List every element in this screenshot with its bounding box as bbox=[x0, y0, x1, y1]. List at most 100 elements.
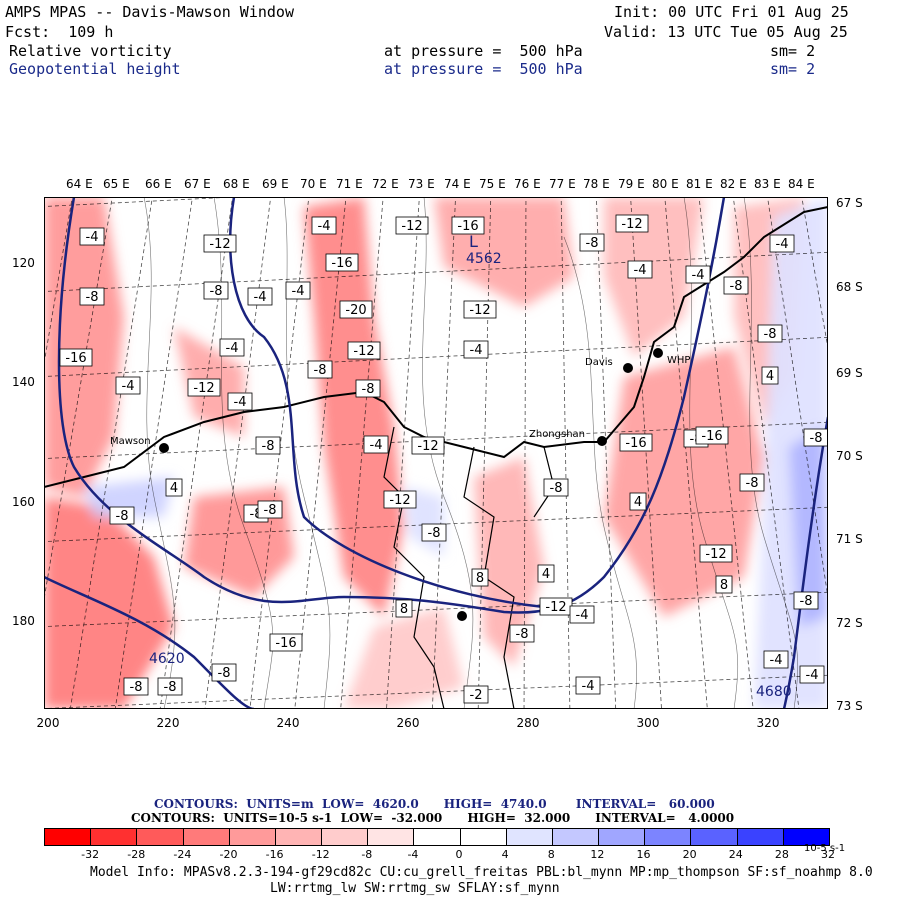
station-marker-icon bbox=[597, 436, 607, 446]
vorticity-label: -4 bbox=[769, 234, 795, 253]
vorticity-label: -4 bbox=[463, 340, 489, 359]
colorbar-cell bbox=[321, 829, 368, 845]
lat-label: 71 S bbox=[836, 532, 863, 546]
vorticity-label-text: -16 bbox=[275, 636, 296, 651]
vorticity-label-box bbox=[79, 287, 105, 306]
vorticity-label-box bbox=[685, 265, 711, 284]
vorticity-label-box bbox=[575, 676, 601, 695]
lon-label: 65 E bbox=[103, 177, 130, 191]
vorticity-label: 4 bbox=[537, 564, 555, 583]
vorticity-label: -8 bbox=[739, 473, 765, 492]
vorticity-label: -8 bbox=[79, 287, 105, 306]
vorticity-label: -4 bbox=[311, 216, 337, 235]
init-time: Init: 00 UTC Fri 01 Aug 25 bbox=[614, 3, 849, 21]
lon-label: 80 E bbox=[652, 177, 679, 191]
vorticity-label: -8 bbox=[307, 360, 333, 379]
vorticity-label-box bbox=[325, 253, 359, 272]
vorticity-label-text: -4 bbox=[234, 395, 247, 410]
vorticity-label: -8 bbox=[255, 436, 281, 455]
map-panel: L 4562 4620 4680 Davis WHP Mawson Zhongs… bbox=[44, 197, 828, 709]
vorticity-label-box bbox=[211, 663, 237, 682]
vorticity-label-box bbox=[715, 575, 733, 594]
vorticity-label-text: -16 bbox=[625, 436, 646, 451]
vorticity-label: -4 bbox=[685, 265, 711, 284]
vorticity-label-text: -4 bbox=[318, 219, 331, 234]
vorticity-label-box bbox=[699, 544, 733, 563]
vorticity-label-text: -8 bbox=[516, 627, 529, 642]
vorticity-label-text: -12 bbox=[469, 303, 490, 318]
colorbar-tick-label: 32 bbox=[821, 848, 835, 861]
vorticity-label: -12 bbox=[347, 341, 381, 360]
vorticity-label: -16 bbox=[695, 426, 729, 445]
vorticity-label: 8 bbox=[395, 599, 413, 618]
station-marker-icon bbox=[159, 443, 169, 453]
vorticity-label-text: -12 bbox=[401, 219, 422, 234]
vorticity-label-text: -12 bbox=[705, 547, 726, 562]
lon-label: 69 E bbox=[262, 177, 289, 191]
vorticity-label: -8 bbox=[509, 624, 535, 643]
vorticity-label-text: -4 bbox=[122, 379, 135, 394]
vorticity-label-text: -4 bbox=[292, 284, 305, 299]
station-label: WHP bbox=[667, 355, 690, 366]
vorticity-label-text: -8 bbox=[810, 431, 823, 446]
grid-x-label: 280 bbox=[516, 716, 540, 730]
vorticity-label: -8 bbox=[109, 506, 135, 525]
grid-y-label: 180 bbox=[12, 614, 35, 628]
vorticity-label-box bbox=[203, 281, 229, 300]
colorbar-cell bbox=[228, 829, 275, 845]
vorticity-label-text: -8 bbox=[764, 327, 777, 342]
vorticity-label-text: -8 bbox=[428, 526, 441, 541]
field1-name: Relative vorticity bbox=[9, 42, 172, 60]
low-pressure-value: 4562 bbox=[466, 251, 502, 267]
vorticity-label-box bbox=[257, 500, 283, 519]
vorticity-label-box bbox=[219, 338, 245, 357]
lon-label: 79 E bbox=[618, 177, 645, 191]
colorbar-tick-label: 8 bbox=[547, 848, 555, 861]
colorbar-tick-label: -12 bbox=[311, 848, 330, 861]
vorticity-label-text: -8 bbox=[130, 680, 143, 695]
field1-smooth: sm= 2 bbox=[770, 42, 816, 60]
vorticity-label-text: -4 bbox=[254, 290, 267, 305]
vorticity-label: -4 bbox=[227, 392, 253, 411]
colorbar-cell bbox=[136, 829, 183, 845]
vorticity-label-text: 4 bbox=[170, 481, 178, 496]
vorticity-label: -4 bbox=[247, 287, 273, 306]
grid-y-label: 160 bbox=[12, 495, 35, 509]
vorticity-label: -4 bbox=[627, 260, 653, 279]
lon-label: 78 E bbox=[583, 177, 610, 191]
vorticity-label: -16 bbox=[451, 216, 485, 235]
vorticity-label-text: 4 bbox=[542, 567, 550, 582]
vorticity-label-text: -12 bbox=[209, 237, 230, 252]
vorticity-label-box bbox=[627, 260, 653, 279]
vorticity-contour-info: CONTOURS: UNITS=10-5 s-1 LOW= -32.000 HI… bbox=[131, 811, 735, 825]
vorticity-label: -8 bbox=[211, 663, 237, 682]
vorticity-label: -8 bbox=[157, 677, 183, 696]
station-davis: Davis bbox=[585, 357, 633, 373]
colorbar bbox=[44, 828, 830, 846]
colorbar-tick-label: 0 bbox=[455, 848, 463, 861]
vorticity-label: -4 bbox=[363, 435, 389, 454]
vorticity-label: 8 bbox=[715, 575, 733, 594]
vorticity-label-box bbox=[59, 348, 93, 367]
vorticity-label: -12 bbox=[463, 300, 497, 319]
vorticity-label-box bbox=[395, 216, 429, 235]
lat-label: 67 S bbox=[836, 196, 863, 210]
model-info-line2: LW:rrtmg_lw SW:rrtmg_sw SFLAY:sf_mynn bbox=[270, 881, 560, 896]
vorticity-label-text: -8 bbox=[362, 382, 375, 397]
vorticity-label-box bbox=[537, 564, 555, 583]
grid-x-label: 220 bbox=[156, 716, 180, 730]
vorticity-label-text: -8 bbox=[262, 439, 275, 454]
colorbar-unit: 10-5 s-1 bbox=[804, 843, 846, 854]
vorticity-label-box bbox=[799, 665, 825, 684]
grid-y-label: 140 bbox=[12, 375, 35, 389]
vorticity-label: -4 bbox=[115, 376, 141, 395]
vorticity-label-text: -16 bbox=[331, 256, 352, 271]
vorticity-label-text: -8 bbox=[586, 236, 599, 251]
lon-label: 82 E bbox=[720, 177, 747, 191]
colorbar-cell bbox=[551, 829, 599, 845]
vorticity-label-text: -8 bbox=[164, 680, 177, 695]
lon-label: 72 E bbox=[372, 177, 399, 191]
vorticity-label-text: 4 bbox=[634, 495, 642, 510]
vorticity-label-box bbox=[543, 478, 569, 497]
station-marker-icon bbox=[457, 611, 467, 621]
